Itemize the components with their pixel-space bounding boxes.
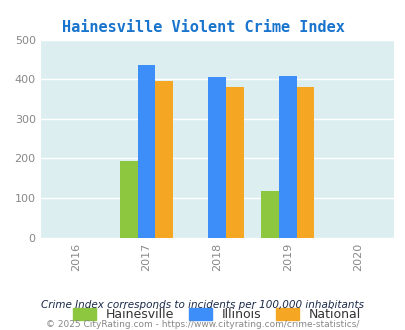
Text: Crime Index corresponds to incidents per 100,000 inhabitants: Crime Index corresponds to incidents per… — [41, 300, 364, 310]
Text: © 2025 CityRating.com - https://www.cityrating.com/crime-statistics/: © 2025 CityRating.com - https://www.city… — [46, 319, 359, 329]
Bar — [226, 87, 243, 238]
Bar — [208, 77, 226, 238]
Bar — [278, 76, 296, 238]
Text: Hainesville Violent Crime Index: Hainesville Violent Crime Index — [62, 20, 343, 35]
Bar — [137, 65, 155, 238]
Bar — [261, 191, 278, 238]
Bar — [155, 81, 173, 238]
Legend: Hainesville, Illinois, National: Hainesville, Illinois, National — [68, 303, 365, 326]
Bar — [120, 161, 137, 238]
Bar — [296, 87, 313, 238]
